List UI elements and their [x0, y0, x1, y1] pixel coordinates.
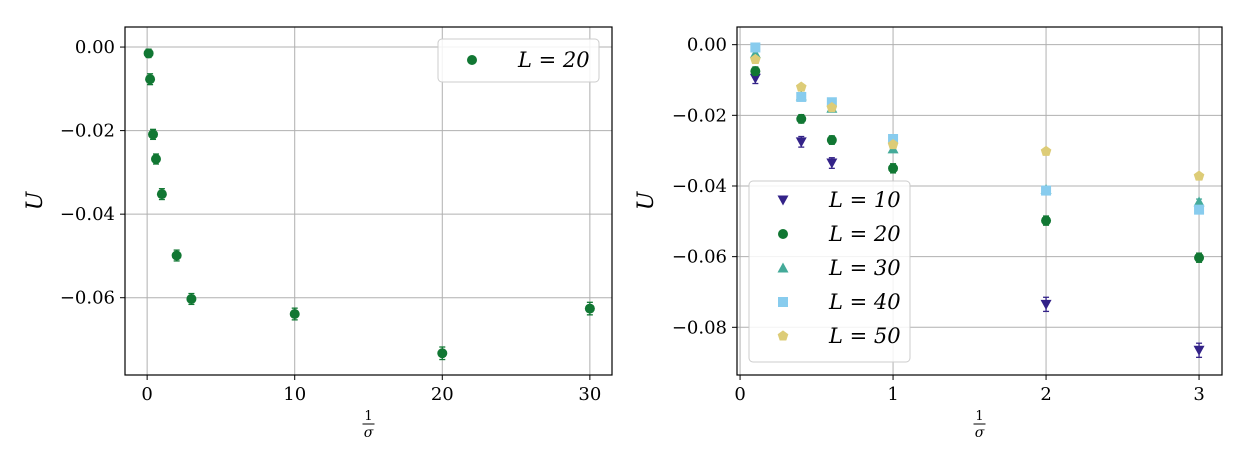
data-point	[795, 81, 807, 92]
data-point	[888, 133, 899, 144]
x-tick-label: 20	[431, 384, 454, 405]
x-tick-label: 0	[734, 384, 745, 405]
data-point	[750, 42, 761, 53]
data-point	[749, 47, 761, 58]
data-point	[796, 113, 807, 124]
legend-label: L = 10	[828, 188, 901, 212]
data-point	[887, 139, 899, 150]
x-axis-label-numerator: 1	[975, 409, 983, 424]
legend-label: L = 20	[517, 48, 590, 72]
series	[749, 72, 1205, 358]
y-tick-label: −0.04	[60, 204, 115, 225]
plot-frame	[124, 26, 613, 376]
y-tick-label: −0.02	[672, 105, 727, 126]
data-point	[826, 101, 838, 113]
data-point	[750, 53, 761, 65]
legend-marker	[777, 262, 789, 273]
data-point	[750, 66, 761, 77]
data-point	[1193, 196, 1205, 207]
x-tick-label: 2	[1040, 384, 1051, 405]
x-tick-label: 10	[283, 384, 306, 405]
series	[750, 53, 1205, 181]
legend-box	[437, 38, 600, 83]
data-point	[171, 250, 182, 261]
x-axis-label-denominator: σ	[364, 425, 374, 441]
legend-label: L = 20	[828, 222, 901, 246]
legend: L = 10 L = 20 L = 30 L = 40 L = 50	[748, 180, 911, 363]
y-tick-label: −0.08	[672, 317, 727, 338]
data-point	[1194, 252, 1205, 263]
data-point	[1040, 299, 1052, 310]
legend-label: L = 40	[828, 290, 901, 314]
data-point	[1193, 345, 1205, 356]
legend-label: L = 50	[828, 324, 901, 348]
y-tick-label: −0.06	[60, 288, 115, 309]
data-point	[437, 348, 448, 359]
data-point	[795, 137, 807, 148]
x-tick-label: 0	[141, 384, 152, 405]
y-tick-label: −0.02	[60, 121, 115, 142]
x-tick-label: 1	[887, 384, 898, 405]
x-axis-label-numerator: 1	[364, 409, 372, 424]
data-point	[1041, 185, 1052, 196]
legend-marker	[467, 55, 477, 65]
data-point	[148, 129, 159, 140]
data-point	[888, 163, 899, 174]
data-point	[1041, 215, 1052, 226]
data-point	[826, 158, 838, 169]
data-point	[186, 293, 197, 304]
y-tick-label: −0.04	[672, 176, 727, 197]
y-tick-label: −0.06	[672, 247, 727, 268]
data-point	[156, 189, 167, 200]
y-axis-label: U	[634, 190, 659, 210]
legend-marker	[778, 229, 788, 239]
legend-marker	[777, 330, 789, 341]
left-chart: 0 10 20 30 0.00 −0.02 −0.04 −0.06 1σ U L = 20	[23, 26, 613, 441]
y-axis-label: U	[23, 190, 48, 210]
legend: L = 20	[437, 38, 600, 83]
data-point	[1040, 145, 1052, 156]
data-point	[796, 91, 807, 102]
data-point	[1194, 204, 1205, 215]
data-point	[1193, 170, 1205, 181]
series	[750, 66, 1205, 263]
x-tick-label: 30	[578, 384, 601, 405]
legend-label: L = 30	[828, 256, 901, 280]
data-point	[826, 135, 837, 146]
data-point	[145, 74, 156, 85]
x-axis-label-denominator: σ	[975, 425, 985, 441]
data-point	[150, 154, 161, 165]
y-tick-label: 0.00	[75, 37, 115, 58]
legend-box	[748, 180, 911, 363]
data-point	[749, 73, 761, 84]
x-tick-label: 3	[1193, 384, 1204, 405]
data-point	[584, 303, 595, 314]
series	[143, 48, 595, 361]
data-point	[289, 309, 300, 320]
data-point	[143, 48, 154, 59]
plot-frame	[736, 26, 1223, 376]
legend-marker	[777, 195, 789, 206]
y-tick-label: 0.00	[687, 35, 727, 56]
legend-marker	[778, 297, 788, 307]
